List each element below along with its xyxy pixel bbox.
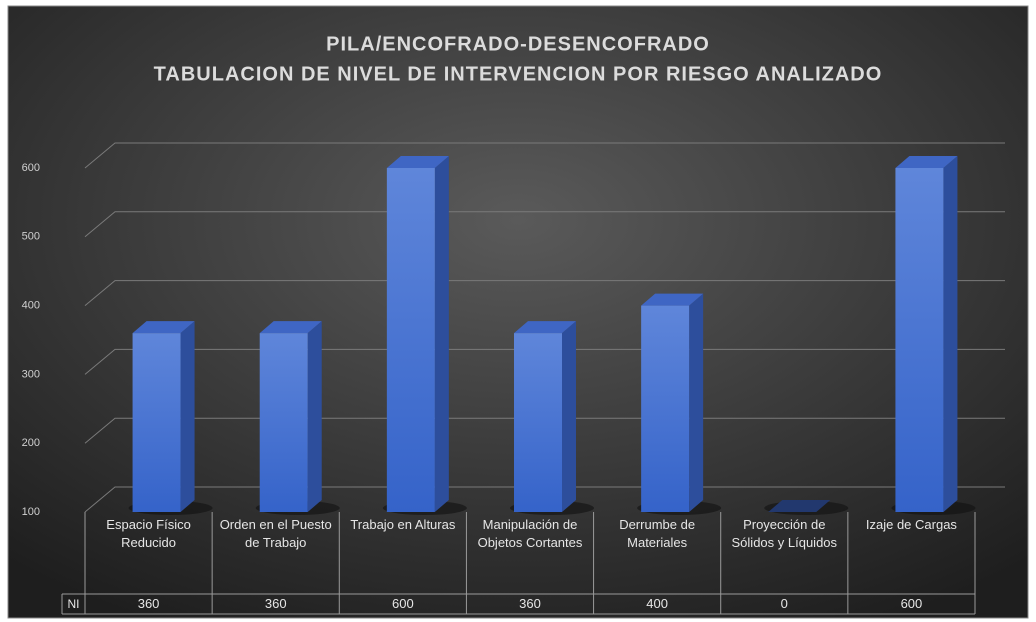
x-tick-label: Espacio Físico Reducido [106, 517, 191, 550]
grid-line [84, 348, 1005, 375]
bar-top [768, 500, 831, 512]
y-tick-label: 100 [22, 506, 40, 518]
bar-top [386, 156, 449, 168]
grid-line [84, 417, 1005, 444]
bar [514, 321, 576, 512]
x-tick-label: Manipulación de Objetos Cortantes [477, 517, 583, 550]
grid-line [84, 211, 1005, 238]
bar-top [132, 321, 195, 334]
table-value: 600 [392, 596, 414, 611]
table-value: 360 [137, 596, 160, 611]
bar-side [943, 156, 958, 512]
bar [895, 156, 958, 512]
bar [132, 321, 195, 512]
bar-top [259, 321, 322, 334]
bar-front [514, 333, 562, 512]
x-tick-label: Izaje de Cargas [865, 517, 957, 532]
x-tick-label: Derrumbe de Materiales [619, 517, 696, 550]
table-value: 360 [519, 596, 541, 611]
grid-line [84, 142, 1005, 169]
bar-front [259, 333, 308, 512]
x-tick-label: Proyección de Sólidos y Líquidos [731, 517, 838, 550]
bar-side [689, 293, 704, 512]
y-tick-label: 400 [22, 300, 40, 312]
bar-side [307, 321, 322, 512]
y-tick-label: 500 [22, 231, 40, 243]
plot-background [7, 5, 1029, 619]
bar-top [895, 156, 958, 168]
y-tick-label: 600 [22, 162, 40, 174]
grid-line [84, 280, 1005, 306]
bar [386, 156, 449, 512]
chart-title: PILA/ENCOFRADO-DESENCOFRADO [326, 33, 710, 55]
grid-line [84, 486, 1005, 513]
bar [259, 321, 322, 512]
bar-side [180, 321, 195, 512]
chart-subtitle: TABULACION DE NIVEL DE INTERVENCION POR … [154, 63, 883, 85]
bar [641, 293, 704, 512]
table-value: 400 [646, 596, 668, 611]
bar-front [386, 168, 435, 512]
bar-front [132, 333, 181, 512]
bar-front [895, 168, 944, 512]
bar-side [434, 156, 449, 512]
table-value: 360 [264, 596, 287, 611]
table-value: 0 [780, 596, 788, 611]
y-tick-label: 300 [22, 368, 40, 380]
y-tick-label: 200 [22, 437, 40, 449]
legend-key: NI [67, 597, 80, 611]
table-value: 600 [900, 596, 923, 611]
bar-top [514, 321, 576, 334]
bar [768, 500, 831, 512]
bar-front [641, 305, 690, 512]
x-tick-label: Orden en el Puesto de Trabajo [219, 517, 332, 550]
bar-top [641, 293, 704, 306]
x-tick-label: Trabajo en Alturas [350, 517, 456, 532]
bar-side [562, 321, 576, 512]
